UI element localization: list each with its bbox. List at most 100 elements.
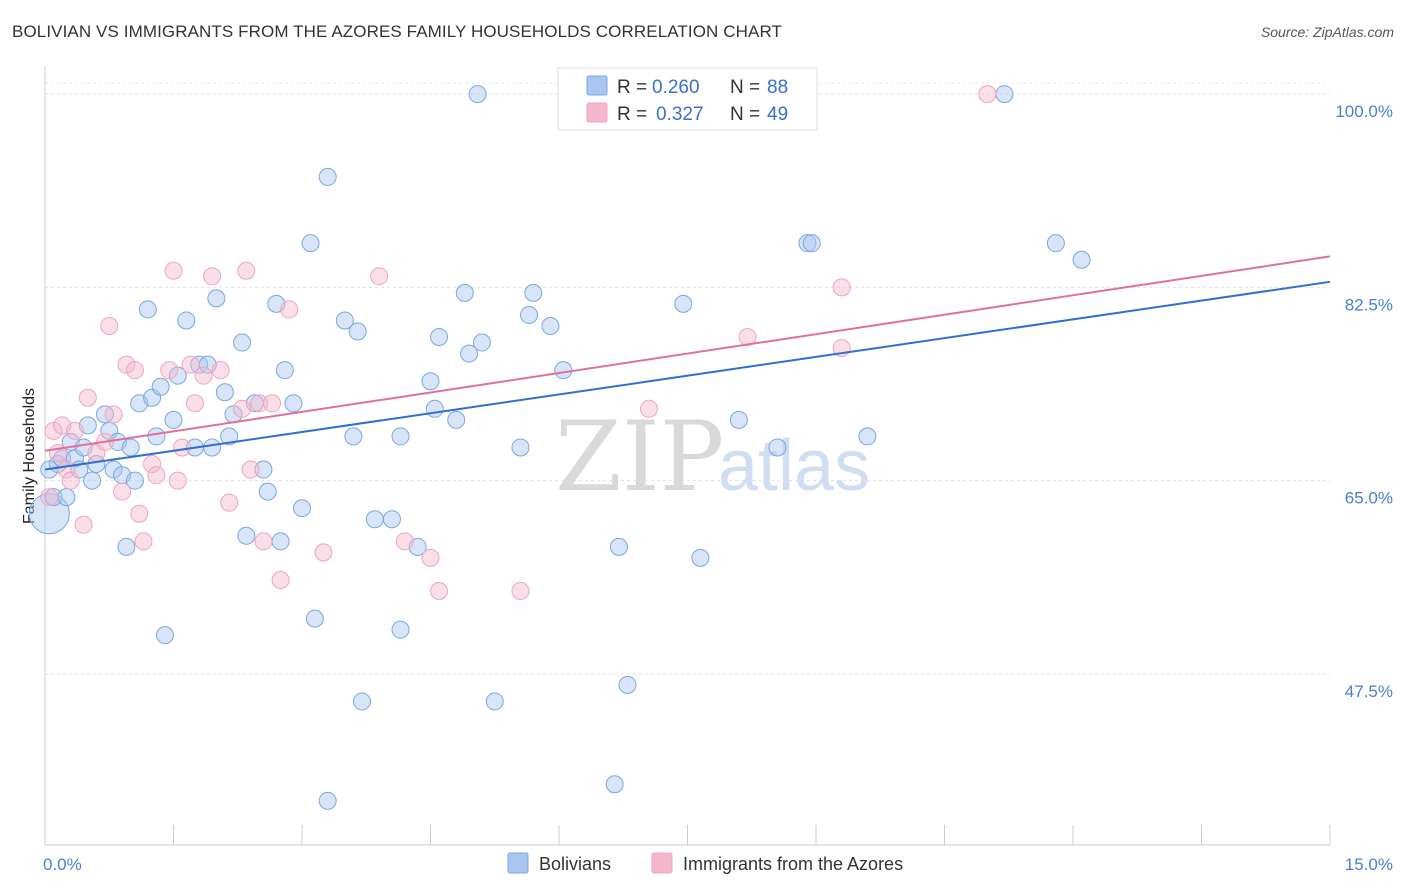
point-bolivians <box>460 344 479 363</box>
point-bolivians <box>207 289 226 308</box>
y-tick-label: 47.5% <box>1345 682 1393 701</box>
point-bolivians <box>305 609 324 628</box>
chart-title: BOLIVIAN VS IMMIGRANTS FROM THE AZORES F… <box>12 22 783 41</box>
point-bolivians <box>472 333 491 352</box>
point-bolivians <box>691 548 710 567</box>
legend-n-label-1: N = <box>730 77 760 98</box>
y-tick-labels: 47.5% 65.0% 82.5% 100.0% <box>1335 102 1393 701</box>
point-bolivians <box>430 328 449 347</box>
legend-r-value-1: 0.260 <box>652 77 700 98</box>
point-azores <box>173 438 192 457</box>
point-bolivians <box>44 488 63 507</box>
y-tick-label: 100.0% <box>1335 102 1393 121</box>
point-bolivians <box>524 283 543 302</box>
point-azores <box>194 366 213 385</box>
legend-n-label-2: N = <box>730 104 760 125</box>
gridlines <box>45 82 1330 675</box>
point-azores <box>263 394 282 413</box>
point-bolivians <box>138 300 157 319</box>
point-bolivians <box>348 322 367 341</box>
point-bolivians <box>318 167 337 186</box>
legend-n-value-1: 88 <box>767 77 788 98</box>
trend-lines <box>44 255 1331 471</box>
bottom-legend-swatch-bolivians <box>507 852 529 874</box>
point-bolivians <box>121 438 140 457</box>
point-bolivians <box>125 471 144 490</box>
point-azores <box>237 261 256 280</box>
point-bolivians <box>83 471 102 490</box>
point-bolivians <box>421 372 440 391</box>
point-bolivians <box>254 460 273 479</box>
watermark: ZIP atlas <box>555 401 870 513</box>
point-azores <box>74 515 93 534</box>
watermark-atlas: atlas <box>718 426 870 506</box>
legend-swatch-bolivians <box>586 75 608 96</box>
point-azores <box>168 471 187 490</box>
point-bolivians <box>609 537 628 556</box>
point-azores <box>147 466 166 485</box>
point-bolivians <box>271 532 290 551</box>
point-azores <box>241 460 260 479</box>
bottom-legend-label-bolivians: Bolivians <box>539 854 611 874</box>
point-azores <box>181 355 200 374</box>
point-azores <box>203 267 222 286</box>
point-azores <box>125 361 144 380</box>
point-azores <box>100 316 119 335</box>
point-bolivians <box>995 85 1014 104</box>
legend-n-value-2: 49 <box>767 104 788 125</box>
point-bolivians <box>520 305 539 324</box>
point-azores <box>61 471 80 490</box>
point-azores <box>639 399 658 418</box>
point-bolivians <box>768 438 787 457</box>
point-bolivians <box>155 626 174 645</box>
point-bolivians <box>318 791 337 810</box>
bottom-legend-label-azores: Immigrants from the Azores <box>683 854 903 874</box>
point-azores <box>250 394 269 413</box>
top-legend: R = 0.260 N = 88 R = 0.327 N = 49 <box>557 67 818 131</box>
point-bolivians <box>293 499 311 518</box>
point-bolivians <box>168 366 187 385</box>
point-bolivians <box>151 377 170 396</box>
point-azores <box>143 455 162 474</box>
point-bolivians <box>511 438 530 457</box>
point-bolivians <box>344 427 363 446</box>
point-azores <box>395 532 414 551</box>
point-azores <box>134 532 153 551</box>
point-azores <box>421 548 440 567</box>
point-bolivians <box>147 427 166 446</box>
point-azores <box>65 421 84 440</box>
point-bolivians <box>365 510 384 529</box>
y-tick-label: 65.0% <box>1345 489 1393 508</box>
point-azores <box>40 488 59 507</box>
point-bolivians <box>455 283 474 302</box>
point-azores <box>832 278 851 297</box>
point-bolivians <box>391 427 410 446</box>
point-bolivians <box>1046 234 1065 253</box>
point-bolivians <box>382 510 401 529</box>
trend-line-bolivians <box>44 280 1331 471</box>
point-azores <box>254 532 273 551</box>
point-bolivians <box>605 775 624 794</box>
legend-r-label-1: R = <box>617 77 647 98</box>
point-azores <box>211 361 230 380</box>
point-bolivians <box>468 85 487 104</box>
point-azores <box>314 543 333 562</box>
point-bolivians <box>233 333 252 352</box>
point-azores <box>113 482 132 501</box>
x-tick-labels: 0.0% 15.0% <box>43 855 1393 874</box>
point-azores <box>44 421 63 440</box>
point-bolivians <box>117 537 136 556</box>
point-bolivians <box>104 460 123 479</box>
point-bolivians <box>215 383 234 402</box>
source-label: Source: ZipAtlas.com <box>1260 24 1394 40</box>
point-bolivians <box>164 410 183 429</box>
point-azores <box>430 582 449 601</box>
point-bolivians <box>729 410 748 429</box>
point-azores <box>978 85 997 104</box>
point-bolivians <box>275 361 294 380</box>
point-bolivians <box>618 675 637 694</box>
point-bolivians <box>802 234 821 253</box>
point-azores <box>511 582 530 601</box>
watermark-zip: ZIP <box>555 401 724 513</box>
